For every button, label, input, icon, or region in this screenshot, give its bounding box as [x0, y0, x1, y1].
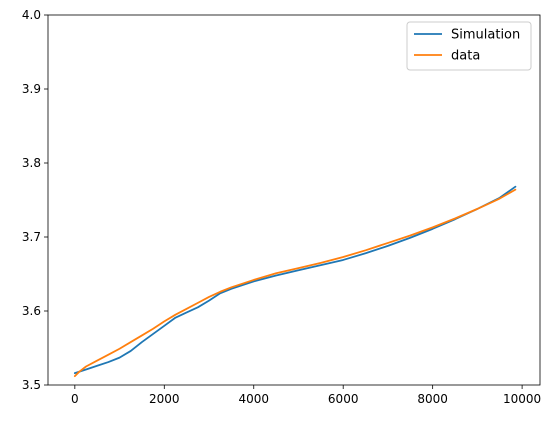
- x-axis-ticks: 0 2000 4000 6000 8000 10000: [71, 385, 541, 406]
- plot-area-frame: [47, 14, 541, 386]
- x-tick-label: 8000: [417, 392, 448, 406]
- series-lines: [73, 185, 517, 378]
- series-line-simulation: [73, 185, 517, 375]
- x-tick-label: 10000: [503, 392, 541, 406]
- x-tick-label: 2000: [149, 392, 180, 406]
- axes: [47, 14, 541, 386]
- y-tick-label: 3.5: [22, 378, 41, 392]
- y-tick-label: 3.8: [22, 156, 41, 170]
- series-line-data: [73, 188, 517, 378]
- x-tick-label: 6000: [328, 392, 359, 406]
- x-tick-label: 0: [71, 392, 79, 406]
- legend-label-data: data: [451, 49, 480, 64]
- x-tick-label: 4000: [238, 392, 269, 406]
- y-tick-label: 4.0: [22, 8, 41, 22]
- legend-label-simulation: Simulation: [451, 28, 520, 43]
- y-tick-label: 3.7: [22, 230, 41, 244]
- y-tick-label: 3.9: [22, 82, 41, 96]
- legend: Simulation data: [406, 21, 532, 71]
- y-axis-ticks: 3.5 3.6 3.7 3.8 3.9 4.0: [22, 8, 48, 392]
- y-tick-label: 3.6: [22, 304, 41, 318]
